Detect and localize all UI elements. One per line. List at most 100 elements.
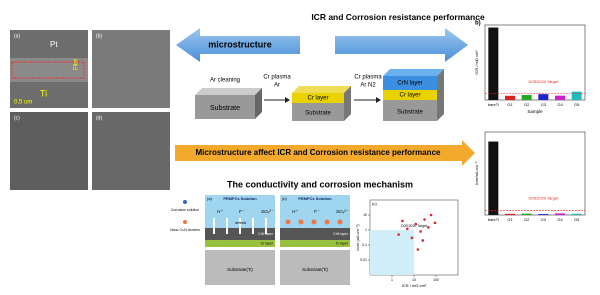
x-tick-label: G4 [557, 102, 563, 107]
feature [265, 218, 267, 234]
panel-label: (c) [372, 201, 377, 206]
layer-label: CrN layer [333, 232, 349, 236]
feature [252, 218, 254, 234]
feature [226, 218, 228, 234]
substrate [205, 250, 275, 285]
panel-label: b) [475, 21, 481, 27]
point [397, 233, 400, 236]
step-gas: Ar [274, 83, 280, 89]
bar [555, 95, 565, 100]
annotation: Film [74, 59, 80, 70]
bar [488, 141, 499, 215]
step-gas: Ar N2 [360, 83, 376, 89]
ion: H⁺ [217, 209, 223, 214]
block-side [437, 69, 444, 121]
point [419, 230, 422, 233]
bar [505, 95, 515, 100]
annotation: Ti [40, 88, 47, 98]
bar [505, 213, 515, 215]
layer-label: Cr layer [399, 93, 420, 99]
layer-label: Cr layer [261, 241, 274, 245]
annotation: Pt [50, 40, 58, 49]
point [421, 239, 425, 242]
banner-text: Microstructure affect ICR and Corrosion … [196, 148, 442, 157]
tem-image [10, 112, 88, 190]
cr-layer [292, 93, 344, 103]
y-tick-label: 1 [365, 228, 367, 232]
x-tick-label: G1 [507, 217, 513, 222]
target-region [370, 230, 414, 275]
x-tick-label: G5 [574, 102, 580, 107]
highlight [11, 61, 85, 79]
substrate [195, 95, 255, 119]
feature [311, 219, 317, 225]
x-tick-label: 100 [433, 278, 439, 282]
cr-layer [205, 240, 275, 247]
point [414, 222, 418, 226]
plot-area [484, 131, 586, 216]
block-side [255, 88, 262, 119]
block-side [344, 86, 351, 121]
crn-layer [383, 76, 437, 90]
feature [324, 219, 330, 225]
annotation: 0.5 um [14, 100, 32, 106]
tem-image [92, 112, 170, 190]
process: Substrate Ar cleaning Cr plasma Ar Cr la… [195, 69, 444, 121]
layer-label: Substrate [305, 111, 331, 117]
x-tick-label: G4 [557, 217, 563, 222]
legend-marker [183, 200, 187, 204]
arrowhead [376, 97, 381, 103]
x-tick-label: 1 [391, 278, 393, 282]
layer-label: Cr layer [336, 241, 349, 245]
y-axis-label: Icorr (uA cm⁻²) [355, 224, 360, 251]
panel-label: (b) [96, 33, 102, 39]
ion: H⁺ [292, 209, 298, 214]
block-top [383, 69, 444, 76]
arrow-label: ICR and Corrosion resistance performance [311, 12, 485, 22]
substrate [280, 250, 350, 285]
point [401, 219, 404, 223]
bar [521, 94, 532, 100]
bar [555, 213, 565, 215]
plot-area [484, 24, 586, 101]
feature [285, 219, 291, 225]
x-tick-label: 10 [412, 278, 416, 282]
x-tick-label: bareTi [488, 217, 499, 222]
x-axis-label: ICR / mΩ·cm² [402, 283, 427, 288]
layer-label: Substrate [210, 105, 240, 112]
point [406, 227, 409, 231]
layer-label: Substrate [397, 110, 423, 116]
note: defects [235, 221, 247, 225]
x-tick-label: G2 [524, 102, 530, 107]
banner [175, 140, 475, 166]
point [410, 236, 414, 240]
ion: F⁻ [314, 209, 320, 214]
step-label: Cr plasma [354, 75, 382, 81]
point [427, 226, 430, 229]
ion: SO₄²⁻ [336, 209, 349, 214]
panel-label: (b) [282, 196, 288, 201]
feature [337, 219, 343, 225]
ion: F⁻ [239, 209, 245, 214]
point [433, 221, 437, 225]
step-label: Cr plasma [263, 75, 291, 81]
solution-label: PEMFCs Solution [298, 196, 332, 201]
legend-marker [183, 220, 187, 224]
point [429, 213, 433, 217]
bar [538, 94, 549, 100]
block-top [292, 86, 351, 93]
target-label: DOE2020 Target [528, 195, 559, 200]
crn-layer [280, 228, 350, 240]
y-axis-label: ICR / mΩ cm² [474, 50, 479, 75]
ion: SO₄²⁻ [261, 209, 274, 214]
x-tick-label: bareTi [488, 102, 499, 107]
bar [571, 91, 582, 100]
arrow-label: ICR and Corrosion resistance performance [311, 12, 485, 22]
legend-text: Nano CrₓN clusters [170, 228, 200, 232]
point [423, 218, 426, 221]
arrow-label: microstructure [208, 39, 272, 49]
feature [239, 218, 241, 234]
y-tick-label: 0.01 [360, 258, 367, 262]
y-axis-label: Icorr/uA cm⁻² [474, 161, 479, 185]
